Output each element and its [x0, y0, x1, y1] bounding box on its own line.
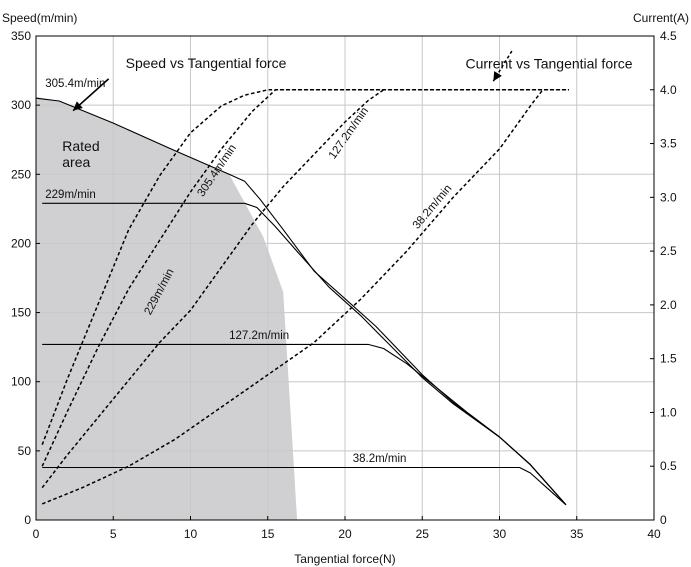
y-left-tick-label: 0 — [24, 513, 31, 527]
x-tick-label: 25 — [416, 527, 430, 541]
x-tick-label: 10 — [184, 527, 198, 541]
y-right-tick-label: 1.5 — [660, 352, 677, 366]
y-right-tick-label: 4.5 — [660, 29, 677, 43]
rated-area — [36, 96, 298, 521]
y-left-tick-label: 200 — [11, 236, 31, 250]
annotation-label: 305.4m/min — [45, 78, 105, 90]
y-right-tick-label: 2.5 — [660, 244, 677, 258]
annotation-label: 38.2m/min — [411, 183, 455, 232]
annotation-arrowhead — [73, 101, 83, 111]
current-curve-6 — [41, 89, 385, 489]
annotation-label: 229m/min — [45, 189, 96, 201]
x-tick-label: 15 — [261, 527, 275, 541]
y-left-tick-label: 50 — [18, 444, 32, 458]
y-right-tick-label: 0 — [660, 513, 667, 527]
current-curve-4 — [41, 89, 569, 445]
y-left-tick-label: 150 — [11, 306, 31, 320]
x-axis-title: Tangential force(N) — [294, 552, 395, 566]
x-tick-label: 35 — [570, 527, 584, 541]
y-left-tick-label: 250 — [11, 167, 31, 181]
x-tick-label: 20 — [338, 527, 352, 541]
annotation-label: 127.2m/min — [229, 330, 289, 342]
y-right-tick-label: 3.0 — [660, 190, 677, 204]
annotation-label: 38.2m/min — [353, 453, 407, 465]
x-tick-label: 30 — [493, 527, 507, 541]
y-left-tick-label: 300 — [11, 98, 31, 112]
y-right-tick-label: 2.0 — [660, 298, 677, 312]
x-tick-label: 5 — [110, 527, 117, 541]
y-left-tick-label: 100 — [11, 375, 31, 389]
y-right-tick-label: 1.0 — [660, 405, 677, 419]
y-right-tick-label: 4.0 — [660, 83, 677, 97]
annotation-label: Current vs Tangential force — [466, 55, 633, 71]
left-axis-title: Speed(m/min) — [2, 11, 77, 25]
annotation-label: Rated area — [62, 138, 99, 170]
annotation-label: Speed vs Tangential force — [126, 55, 287, 71]
y-left-tick-label: 350 — [11, 29, 31, 43]
right-axis-title: Current(A) — [633, 11, 689, 25]
speed-curve-3 — [42, 466, 567, 506]
y-right-tick-label: 3.5 — [660, 137, 677, 151]
speed-curve-2 — [42, 343, 567, 506]
annotation-arrowhead — [493, 71, 502, 82]
y-right-tick-label: 0.5 — [660, 459, 677, 473]
x-tick-label: 40 — [647, 527, 661, 541]
x-tick-label: 0 — [33, 527, 40, 541]
current-curve-5 — [41, 89, 569, 467]
